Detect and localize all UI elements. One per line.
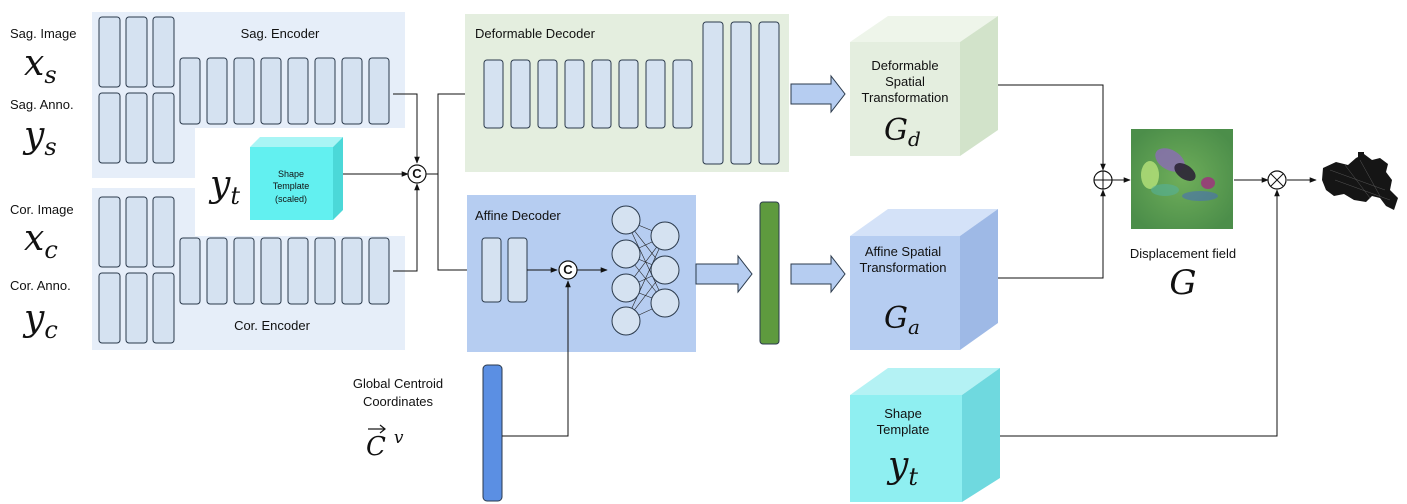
vertebra-texture [1329, 159, 1391, 201]
encoder-block [125, 92, 148, 164]
encoder-block [152, 92, 175, 164]
cor-anno-label: Cor. Anno. [10, 278, 71, 293]
output-vertebra-shape [1322, 152, 1398, 210]
sagittal-input-blocks [98, 16, 175, 164]
encoder-block [98, 92, 121, 164]
shape-template-small-var: yt [208, 164, 240, 210]
shape-template-large-var: yt [886, 445, 918, 491]
block-arrow [695, 254, 753, 294]
displacement-field-var: G [1169, 263, 1196, 303]
global-centroid-line1: Global Centroid [353, 376, 443, 391]
deformable-decoder: Deformable Decoder [465, 14, 789, 172]
cor-image-label: Cor. Image [10, 202, 74, 217]
affine-decoder: Affine Decoder C [467, 195, 696, 352]
add-node [1093, 170, 1113, 190]
cor-anno-var: yc [22, 298, 58, 344]
svg-text:C: C [563, 262, 573, 277]
fully-connected-network [611, 205, 680, 336]
affine-transform-var: Ga [884, 301, 920, 339]
svg-text:C: C [412, 166, 422, 181]
affine-decoder-title: Affine Decoder [475, 208, 561, 223]
affine-transform-line2: Transformation [860, 260, 947, 275]
shape-template-large-line1: Shape [884, 406, 922, 421]
deformable-transform-var: Gd [884, 113, 921, 151]
encoder-block [152, 16, 175, 88]
affine-output [695, 201, 846, 345]
shape-template-small-line1: Shape [278, 169, 304, 179]
sagittal-encoder-label: Sag. Encoder [241, 26, 320, 41]
output-connectors [998, 84, 1317, 437]
concat-node-affine: C [558, 260, 578, 280]
coronal-feature-blocks [179, 237, 390, 305]
multiply-node [1267, 170, 1287, 190]
coronal-encoder-label: Cor. Encoder [234, 318, 311, 333]
deformable-transform-line3: Transformation [862, 90, 949, 105]
displacement-field-label: Displacement field [1130, 246, 1236, 261]
sag-image-label: Sag. Image [10, 26, 77, 41]
sagittal-encoder: Sag. Encoder [92, 12, 405, 178]
encoder-block [98, 16, 121, 88]
encoder-block [125, 16, 148, 88]
centroid-vector-bar [482, 364, 503, 502]
connector-lines [343, 91, 476, 273]
deformable-transform-line1: Deformable [871, 58, 938, 73]
shape-template-small-line3: (scaled) [275, 194, 307, 204]
block-arrow [790, 74, 846, 114]
cor-image-var: xc [24, 218, 58, 264]
global-centroid-line2: Coordinates [363, 394, 434, 409]
shape-template-small-cube [250, 137, 343, 220]
coronal-input-blocks [98, 196, 175, 344]
coronal-encoder: Cor. Encoder [92, 188, 405, 350]
concat-node-main: C [407, 164, 427, 184]
block-arrow [790, 254, 846, 294]
sagittal-feature-blocks [179, 57, 390, 125]
svg-text:Cv: Cv [366, 428, 404, 462]
affine-transform-line1: Affine Spatial [865, 244, 941, 259]
deformable-decoder-title: Deformable Decoder [475, 26, 596, 41]
affine-parameter-vector [759, 201, 780, 345]
sag-anno-var: ys [22, 115, 57, 161]
sag-anno-label: Sag. Anno. [10, 97, 74, 112]
shape-template-large-cube [850, 368, 1000, 502]
displacement-field-image [1131, 129, 1233, 229]
affine-transform-cube [850, 209, 998, 350]
shape-template-large-line2: Template [877, 422, 930, 437]
deformable-transform-cube [850, 16, 998, 156]
sag-image-var: xs [24, 43, 57, 89]
deformable-transform-line2: Spatial [885, 74, 925, 89]
shape-template-small-line2: Template [273, 181, 310, 191]
